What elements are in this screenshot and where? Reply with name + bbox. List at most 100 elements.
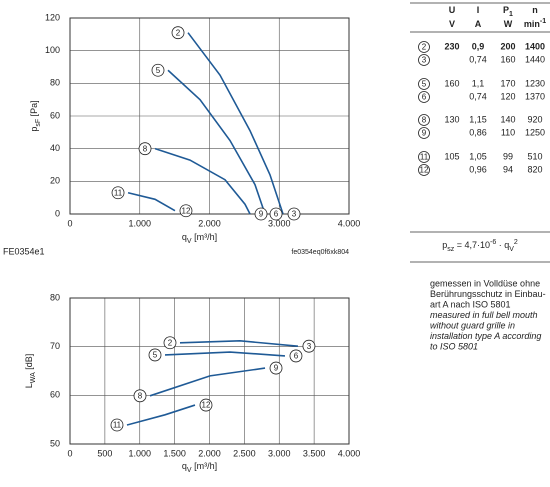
curve-label: 11: [114, 188, 123, 197]
table-cell: 200: [500, 41, 515, 51]
text-run: P: [503, 5, 509, 15]
curve-label: 11: [420, 153, 429, 162]
curve-label: 12: [202, 401, 211, 410]
note-line: to ISO 5801: [430, 341, 478, 351]
plot-frame: [69, 17, 350, 215]
text-run: n: [532, 5, 538, 15]
curve-label: 6: [274, 210, 279, 219]
y-tick-label: 80: [50, 78, 60, 88]
y-tick-label: 40: [50, 143, 60, 153]
text-run: [m³/h]: [192, 461, 218, 471]
table-cell: 920: [527, 114, 542, 124]
curve: [154, 147, 251, 215]
note-line: measured in full bell mouth: [430, 310, 538, 320]
curve: [167, 69, 266, 215]
table-cell: 1,15: [469, 114, 487, 124]
marker-circle: [254, 207, 268, 221]
curve: [179, 340, 299, 347]
text-run: q: [182, 461, 187, 471]
table-cell: 110: [501, 127, 515, 137]
column-header: I: [477, 5, 480, 15]
curve-label: 8: [143, 144, 148, 153]
column-header: U: [449, 5, 456, 15]
marker-circle: [418, 91, 430, 103]
table-cell: 1,1: [472, 78, 485, 88]
text-run: sF: [35, 119, 42, 127]
table-cell: 170: [500, 78, 515, 88]
x-tick-label: 1.500: [163, 448, 186, 458]
curve-label: 2: [422, 43, 427, 52]
marker-circle: [418, 164, 430, 176]
text-run: p: [442, 240, 447, 250]
curve: [187, 32, 284, 215]
marker-circle: [111, 186, 125, 200]
curve: [149, 367, 266, 397]
table-cell: 160: [444, 78, 459, 88]
marker-circle: [418, 127, 430, 139]
x-axis-title: qV [m³/h]: [182, 461, 217, 474]
text-run: sz: [447, 246, 455, 253]
marker-circle: [269, 361, 283, 375]
table-cell: 0,9: [472, 41, 485, 51]
y-tick-label: 20: [50, 176, 60, 186]
note-line: Berührungsschutz in Einbau-: [430, 289, 546, 299]
table-cell: 1440: [525, 54, 545, 64]
curve: [126, 404, 196, 426]
text-run: V: [187, 238, 192, 245]
y-axis-title: psF [Pa]: [29, 100, 42, 131]
x-tick-label: 3.000: [268, 448, 291, 458]
y-tick-label: 120: [45, 12, 60, 22]
table-cell: 1400: [525, 41, 545, 51]
text-run: WA: [30, 372, 37, 383]
table-cell: 510: [527, 151, 542, 161]
x-tick-label: 500: [97, 448, 112, 458]
text-run: W: [504, 19, 513, 29]
curve-label: 3: [292, 210, 297, 219]
marker-circle: [418, 78, 430, 90]
figure-code: FE0354e1: [3, 246, 45, 256]
marker-circle: [148, 348, 162, 362]
marker-circle: [138, 142, 152, 156]
marker-circle: [171, 26, 185, 40]
marker-circle: [302, 339, 316, 353]
y-tick-label: 0: [55, 208, 60, 218]
table-cell: 1230: [525, 78, 545, 88]
marker-circle: [269, 207, 283, 221]
marker-circle: [199, 398, 213, 412]
curve-label: 6: [294, 352, 299, 361]
y-tick-label: 60: [50, 390, 60, 400]
x-axis-title: qV [m³/h]: [182, 232, 217, 245]
text-run: V: [509, 246, 514, 253]
table-cell: 1250: [525, 127, 545, 137]
table-cell: 230: [444, 41, 459, 51]
text-run: -6: [490, 239, 496, 246]
note-line: without guard grille in: [430, 320, 515, 330]
curve-label: 3: [422, 56, 427, 65]
x-tick-label: 1.000: [128, 448, 151, 458]
text-run: q: [182, 232, 187, 242]
marker-circle: [418, 151, 430, 163]
x-tick-label: 4.000: [338, 448, 361, 458]
text-run: -1: [540, 18, 546, 25]
x-tick-label: 1.000: [128, 218, 151, 228]
table-cell: 140: [500, 114, 515, 124]
table-cell: 94: [503, 164, 513, 174]
text-run: L: [24, 383, 34, 388]
table-cell: 99: [503, 151, 513, 161]
marker-circle: [287, 207, 301, 221]
text-run: 1: [509, 11, 513, 18]
y-tick-label: 70: [50, 341, 60, 351]
text-run: V: [449, 19, 455, 29]
table-cell: 1,05: [469, 151, 487, 161]
text-run: [dB]: [24, 354, 34, 373]
x-tick-label: 2.000: [198, 218, 221, 228]
table-cell: 160: [500, 54, 515, 64]
y-tick-label: 100: [45, 45, 60, 55]
marker-circle: [418, 54, 430, 66]
y-tick-label: 50: [50, 438, 60, 448]
text-run: · q: [496, 240, 509, 250]
curve-label: 9: [274, 364, 279, 373]
x-tick-label: 4.000: [338, 218, 361, 228]
y-axis-title: LWA [dB]: [24, 354, 37, 389]
marker-circle: [418, 114, 430, 126]
